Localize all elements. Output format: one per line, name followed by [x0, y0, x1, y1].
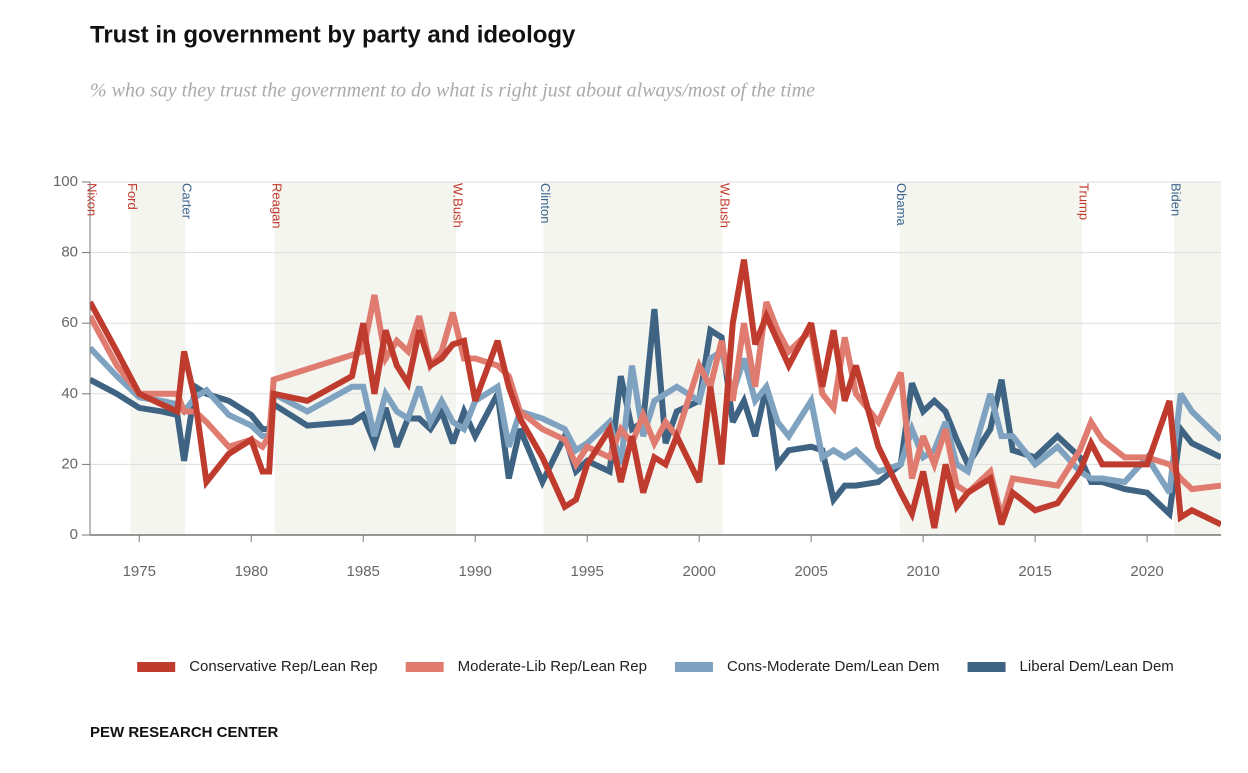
y-tick-label: 100 — [53, 173, 78, 190]
legend-swatch — [967, 662, 1006, 672]
period-label: Carter — [180, 183, 195, 220]
period-label: Reagan — [269, 183, 284, 229]
y-tick-label: 40 — [61, 385, 78, 402]
x-tick-label: 1985 — [347, 563, 380, 580]
x-tick-label: 1995 — [571, 563, 604, 580]
period-band — [543, 182, 723, 535]
period-label: Obama — [894, 183, 909, 226]
x-tick-label: 2020 — [1130, 563, 1163, 580]
legend-label: Moderate-Lib Rep/Lean Rep — [458, 658, 647, 675]
x-tick-label: 1990 — [459, 563, 492, 580]
chart-title: Trust in government by party and ideolog… — [90, 21, 576, 48]
y-tick-label: 0 — [70, 526, 78, 543]
x-tick-label: 2000 — [682, 563, 715, 580]
legend-label: Liberal Dem/Lean Dem — [1020, 658, 1174, 675]
legend-label: Cons-Moderate Dem/Lean Dem — [727, 658, 940, 675]
series-line — [90, 259, 1221, 529]
source: PEW RESEARCH CENTER — [90, 724, 279, 741]
legend-swatch — [137, 662, 176, 672]
y-tick-label: 60 — [61, 314, 78, 331]
legend-swatch — [674, 662, 713, 672]
x-tick-label: 1975 — [123, 563, 156, 580]
chart-subtitle: % who say they trust the government to d… — [90, 80, 815, 102]
period-label: W.Bush — [451, 183, 466, 228]
legend-label: Conservative Rep/Lean Rep — [189, 658, 377, 675]
y-tick-label: 80 — [61, 244, 78, 261]
period-band — [130, 182, 186, 535]
legend-swatch — [405, 662, 444, 672]
x-tick-label: 2015 — [1018, 563, 1051, 580]
x-tick-label: 2005 — [794, 563, 827, 580]
period-label: Biden — [1169, 183, 1184, 216]
period-label: Nixon — [85, 183, 100, 216]
period-label: Trump — [1077, 183, 1092, 220]
series-line — [90, 345, 1221, 495]
period-label: W.Bush — [717, 183, 732, 228]
x-tick-label: 1980 — [235, 563, 268, 580]
period-label: Ford — [125, 183, 140, 210]
y-tick-label: 20 — [61, 455, 78, 472]
x-tick-label: 2010 — [906, 563, 939, 580]
period-label: Clinton — [538, 183, 553, 223]
